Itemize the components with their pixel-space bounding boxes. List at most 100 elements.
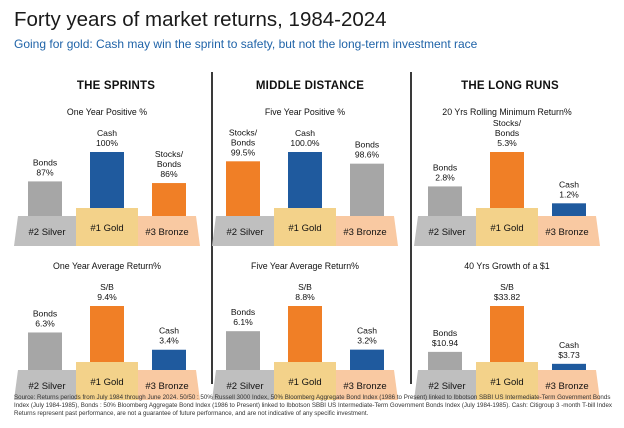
data-label: 3.2% (357, 336, 377, 346)
bar-label: Bonds (33, 157, 57, 167)
chart-title: Five Year Average Return% (251, 261, 359, 271)
data-label: 99.5% (231, 147, 256, 157)
page-subtitle: Going for gold: Cash may win the sprint … (14, 37, 478, 51)
column-divider (211, 72, 213, 384)
podium-step-gold (476, 362, 538, 400)
data-label: 8.8% (295, 292, 315, 302)
bar-bronze (152, 183, 186, 216)
podium-label-gold: #1 Gold (490, 377, 523, 388)
column-heading-sprints: THE SPRINTS (76, 80, 156, 92)
podium-label-bronze: #3 Bronze (545, 227, 588, 238)
bar-label: Bonds (231, 307, 255, 317)
data-label: 98.6% (355, 150, 380, 160)
bar-label: S/B (298, 282, 312, 292)
bar-label: Bonds (355, 140, 379, 150)
podium-label-bronze: #3 Bronze (343, 381, 386, 392)
podium-step-silver (212, 216, 274, 246)
podium-step-bronze (538, 370, 600, 400)
bar-label: Cash (295, 128, 315, 138)
bar-label: Cash (97, 128, 117, 138)
chart-title: 40 Yrs Growth of a $1 (464, 261, 550, 271)
bar-label: Bonds (495, 128, 519, 138)
chart-title: Five Year Positive % (265, 107, 345, 117)
podium-label-gold: #1 Gold (90, 377, 123, 388)
podium-label-bronze: #3 Bronze (145, 227, 188, 238)
chart-title: One Year Average Return% (53, 261, 161, 271)
bar-label: Bonds (231, 137, 255, 147)
podium-step-silver (14, 216, 76, 246)
podium-step-bronze (336, 370, 398, 400)
data-label: 100% (96, 138, 118, 148)
podium-label-silver: #2 Silver (227, 227, 264, 238)
bar-gold (90, 306, 124, 362)
bar-bronze (350, 349, 384, 370)
data-label: 87% (36, 167, 54, 177)
data-label: $33.82 (494, 292, 521, 302)
data-label: 6.1% (233, 317, 253, 327)
bar-silver (28, 332, 62, 370)
bar-label: Bonds (33, 308, 57, 318)
column-heading-middle-distance: MIDDLE DISTANCE (255, 80, 365, 92)
bar-label: Cash (559, 340, 579, 350)
data-label: 86% (160, 169, 178, 179)
podium-step-gold (476, 208, 538, 246)
podium-step-silver (212, 370, 274, 400)
bar-gold (490, 152, 524, 208)
data-label: 6.3% (35, 318, 55, 328)
column-heading-long-runs: THE LONG RUNS (461, 80, 559, 92)
podium-label-gold: #1 Gold (490, 223, 523, 234)
bar-bronze (552, 203, 586, 216)
podium-step-gold (274, 208, 336, 246)
data-label: $10.94 (432, 338, 459, 348)
source-note: Source: Returns periods from July 1984 t… (14, 394, 612, 417)
podium-label-bronze: #3 Bronze (343, 227, 386, 238)
data-label: 2.8% (435, 172, 455, 182)
page-title: Forty years of market returns, 1984-2024 (14, 8, 387, 31)
bar-label: Bonds (433, 162, 457, 172)
bar-label: Bonds (157, 159, 181, 169)
data-label: 3.4% (159, 336, 179, 346)
data-label: 9.4% (97, 292, 117, 302)
bar-label: Cash (159, 326, 179, 336)
podium-step-gold (76, 208, 138, 246)
podium-step-bronze (138, 370, 200, 400)
bar-label: Bonds (433, 328, 457, 338)
podium-step-bronze (336, 216, 398, 246)
data-label: 5.3% (497, 138, 517, 148)
bar-silver (428, 186, 462, 216)
data-label: 1.2% (559, 189, 579, 199)
bar-silver (428, 351, 462, 370)
bar-gold (490, 306, 524, 362)
bar-gold (90, 152, 124, 208)
podium-label-gold: #1 Gold (288, 377, 321, 388)
bar-bronze (152, 349, 186, 370)
bar-bronze (552, 363, 586, 370)
bar-gold (288, 306, 322, 362)
podium-label-gold: #1 Gold (288, 223, 321, 234)
bar-silver (226, 161, 260, 216)
podium-step-gold (274, 362, 336, 400)
podium-label-silver: #2 Silver (29, 381, 66, 392)
podium-step-bronze (538, 216, 600, 246)
chart-title: One Year Positive % (67, 107, 147, 117)
chart-title: 20 Yrs Rolling Minimum Return% (442, 107, 572, 117)
bar-label: Cash (357, 326, 377, 336)
podium-label-gold: #1 Gold (90, 223, 123, 234)
column-divider (410, 72, 412, 384)
podium-label-bronze: #3 Bronze (145, 381, 188, 392)
podium-step-silver (14, 370, 76, 400)
bar-label: Cash (559, 179, 579, 189)
bar-label: Stocks/ (493, 118, 522, 128)
bar-bronze (350, 163, 384, 216)
bar-label: S/B (100, 282, 114, 292)
bar-gold (288, 152, 322, 208)
podium-label-silver: #2 Silver (429, 227, 466, 238)
bar-label: Stocks/ (229, 127, 258, 137)
data-label: $3.73 (558, 350, 580, 360)
bar-silver (28, 181, 62, 216)
podium-label-bronze: #3 Bronze (545, 381, 588, 392)
podium-label-silver: #2 Silver (29, 227, 66, 238)
podium-step-gold (76, 362, 138, 400)
data-label: 100.0% (290, 138, 320, 148)
